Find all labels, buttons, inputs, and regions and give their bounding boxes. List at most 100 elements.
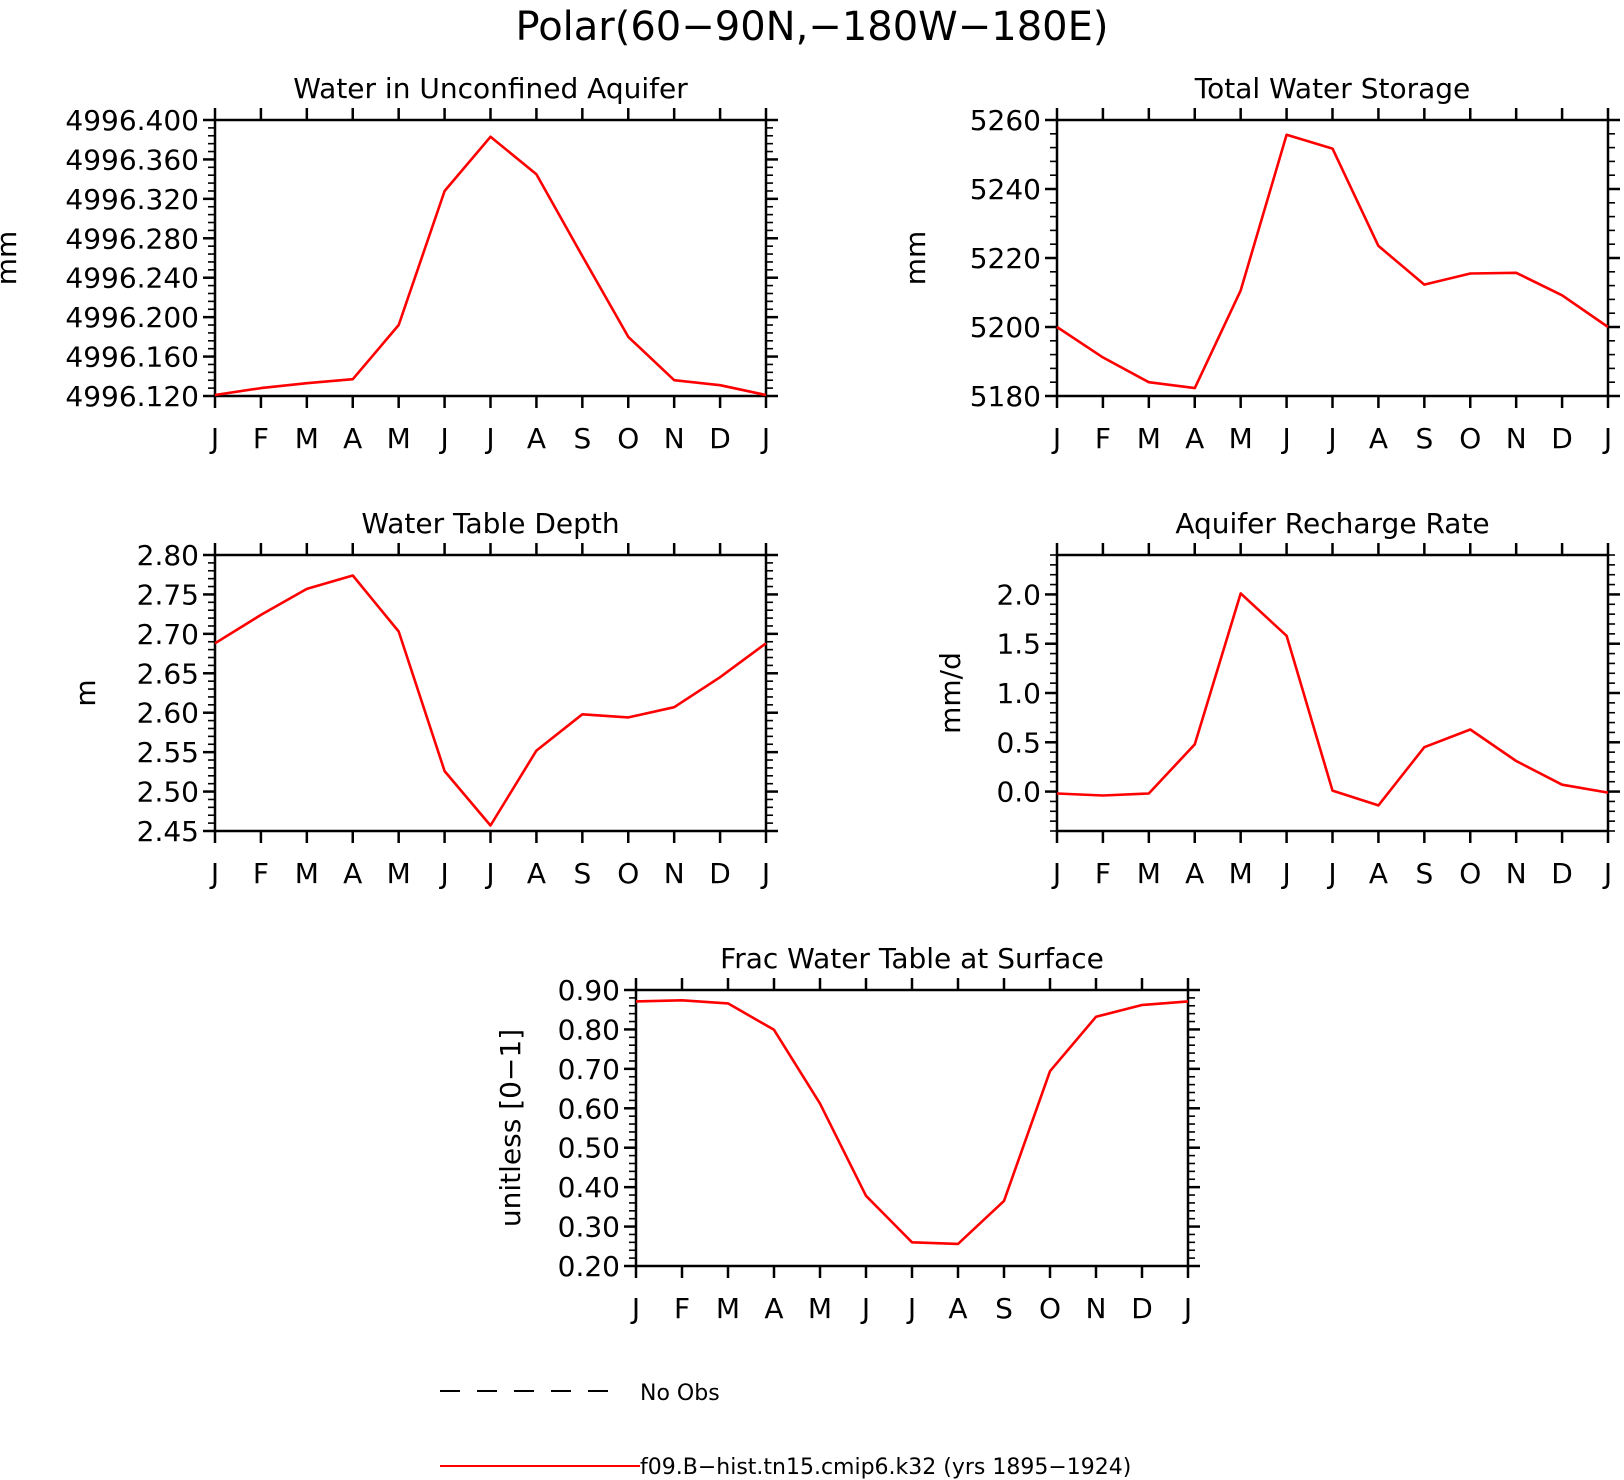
x-tick-label: N (664, 857, 685, 890)
y-tick-label: 4996.400 (65, 104, 199, 137)
x-tick-label: D (1131, 1292, 1153, 1325)
x-tick-label: J (1602, 857, 1612, 890)
panel-5: Frac Water Table at Surface unitless [0−1… (494, 942, 1200, 1325)
y-tick-label: 4996.320 (65, 183, 199, 216)
x-tick-label: N (1086, 1292, 1107, 1325)
y-tick-label: 2.0 (996, 578, 1041, 611)
figure-title: Polar(60−90N,−180W−180E) (516, 4, 1109, 50)
y-tick-label: 0.50 (558, 1132, 620, 1165)
y-tick-label: 2.80 (137, 539, 199, 572)
series-line (214, 574, 767, 827)
x-tick-label: F (1095, 422, 1111, 455)
x-tick-label: O (1039, 1292, 1061, 1325)
panel-1: Water in Unconfined Aquifer mm 4996.120 499… (0, 72, 778, 455)
y-tick-label: 4996.200 (65, 301, 199, 334)
y-tick-label: 5260 (970, 104, 1041, 137)
y-tick-label: 2.65 (137, 657, 199, 690)
x-tick-label: M (1137, 422, 1161, 455)
panels: Water in Unconfined Aquifer mm 4996.120 499… (0, 72, 1620, 1325)
panel-4: Aquifer Recharge Rate mm/d 0.0 0.5 1.0 1.5 2.0… (934, 507, 1620, 890)
x-tick-label: J (438, 422, 448, 455)
x-tick-label: A (948, 1292, 967, 1325)
plot-frame (634, 988, 1190, 1268)
y-axis-label: unitless [0−1] (494, 1029, 527, 1227)
series-line (1056, 592, 1609, 807)
x-tick-label: N (664, 422, 685, 455)
y-tick-label: 5200 (970, 311, 1041, 344)
y-tick-label: 2.55 (137, 736, 199, 769)
y-tick-label: 4996.360 (65, 143, 199, 176)
panel-3: Water Table Depth m 2.45 2.50 2.55 2.60 2.65 2.… (69, 507, 778, 890)
x-tick-label: J (906, 1292, 916, 1325)
y-tick-label: 1.5 (996, 628, 1041, 661)
x-tick-label: S (1415, 422, 1433, 455)
y-tick-label: 0.90 (558, 974, 620, 1007)
x-tick-label: M (387, 422, 411, 455)
series-line (635, 998, 1189, 1246)
y-tick-label: 2.70 (137, 618, 199, 651)
x-tick-label: S (573, 857, 591, 890)
panel-title: Frac Water Table at Surface (720, 942, 1104, 975)
y-axis-label: mm (0, 231, 23, 286)
x-tick-label: O (617, 857, 639, 890)
x-tick-label: M (1229, 422, 1253, 455)
x-tick-label: J (1326, 422, 1336, 455)
x-tick-label: O (1459, 422, 1481, 455)
x-tick-label: M (1229, 857, 1253, 890)
plot-frame (1055, 118, 1610, 398)
y-tick-label: 2.60 (137, 697, 199, 730)
y-tick-label: 4996.240 (65, 262, 199, 295)
y-tick-label: 1.0 (996, 677, 1041, 710)
panel-title: Aquifer Recharge Rate (1175, 507, 1489, 540)
panel-title: Water in Unconfined Aquifer (293, 72, 688, 105)
x-tick-label: A (527, 422, 546, 455)
x-tick-label: J (760, 422, 770, 455)
x-tick-label: M (295, 422, 319, 455)
x-tick-label: M (1137, 857, 1161, 890)
x-tick-label: J (860, 1292, 870, 1325)
y-tick-label: 2.75 (137, 578, 199, 611)
x-tick-label: J (1280, 857, 1290, 890)
y-tick-label: 4996.160 (65, 341, 199, 374)
y-tick-label: 4996.120 (65, 380, 199, 413)
y-axis-label: mm (899, 231, 932, 286)
legend: No Obs f09.B−hist.tn15.cmip6.k32 (yrs 18… (440, 1381, 1131, 1480)
y-tick-label: 0.80 (558, 1013, 620, 1046)
x-tick-label: A (1369, 422, 1388, 455)
y-tick-label: 0.40 (558, 1171, 620, 1204)
x-tick-label: J (1182, 1292, 1192, 1325)
series-line (1056, 133, 1609, 390)
x-tick-label: F (674, 1292, 690, 1325)
x-tick-label: J (1051, 857, 1061, 890)
x-tick-label: N (1506, 422, 1527, 455)
x-tick-label: J (630, 1292, 640, 1325)
y-axis-label: m (69, 679, 102, 706)
x-tick-label: S (995, 1292, 1013, 1325)
x-tick-label: A (764, 1292, 783, 1325)
x-tick-label: O (1459, 857, 1481, 890)
panel-2: Total Water Storage mm 5180 5200 5220 5240 526… (899, 72, 1620, 455)
y-tick-label: 2.50 (137, 776, 199, 809)
plot-frame (213, 553, 768, 833)
x-tick-label: J (1051, 422, 1061, 455)
x-tick-label: J (1326, 857, 1336, 890)
x-tick-label: J (1602, 422, 1612, 455)
y-tick-label: 5220 (970, 242, 1041, 275)
x-tick-label: M (808, 1292, 832, 1325)
x-tick-label: J (760, 857, 770, 890)
x-tick-label: M (295, 857, 319, 890)
y-tick-label: 0.20 (558, 1250, 620, 1283)
y-tick-label: 0.60 (558, 1092, 620, 1125)
y-tick-label: 2.45 (137, 815, 199, 848)
x-tick-label: F (1095, 857, 1111, 890)
y-axis-label: mm/d (934, 652, 967, 734)
x-tick-label: D (1551, 857, 1573, 890)
x-tick-label: J (484, 857, 494, 890)
y-tick-label: 5240 (970, 173, 1041, 206)
x-tick-label: A (1369, 857, 1388, 890)
x-tick-label: J (209, 422, 219, 455)
x-tick-label: J (438, 857, 448, 890)
y-tick-label: 4996.280 (65, 222, 199, 255)
x-tick-label: A (1185, 857, 1204, 890)
